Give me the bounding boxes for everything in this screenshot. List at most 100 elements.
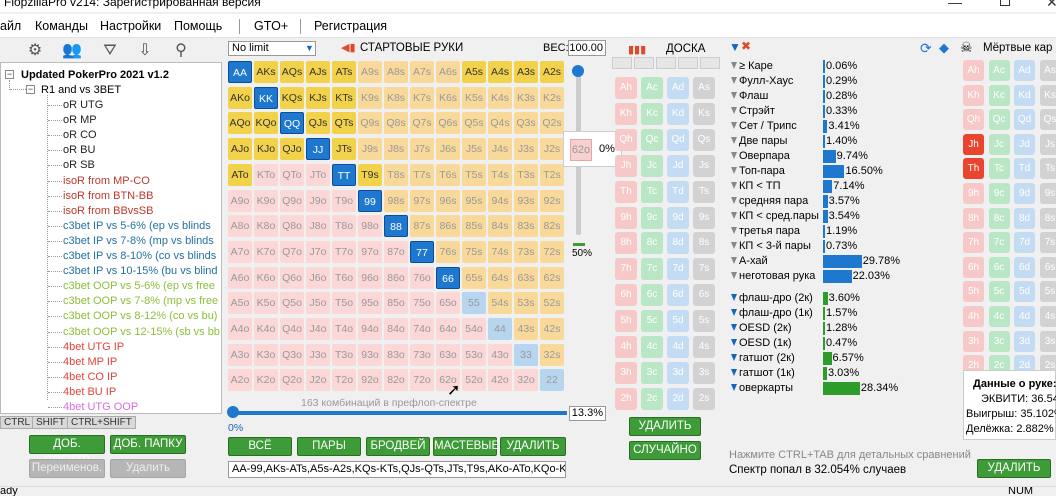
hand-cell[interactable]: A3o [228, 343, 252, 366]
hand-cell[interactable]: 32o [514, 369, 538, 392]
hand-cell[interactable]: Q9s [358, 112, 382, 135]
card[interactable]: 4d [667, 336, 689, 358]
card[interactable]: 5d [667, 310, 689, 333]
hand-cell[interactable]: 82s [540, 215, 564, 238]
card[interactable]: 4c [988, 306, 1010, 327]
hand-cell[interactable]: QTo [280, 163, 304, 186]
card[interactable]: 9d [1014, 183, 1035, 204]
card[interactable]: 7s [1039, 232, 1056, 254]
hand-cell[interactable]: 98o [358, 215, 382, 238]
card[interactable]: 8s [693, 232, 715, 255]
card[interactable]: 6d [667, 284, 689, 307]
card[interactable]: Td [1014, 158, 1035, 180]
card[interactable]: Jh [615, 154, 637, 177]
hand-cell[interactable]: J7s [410, 138, 434, 161]
hand-cell[interactable]: Q7s [410, 112, 434, 135]
hand-cell[interactable]: ATo [228, 163, 252, 186]
hand-cell[interactable]: 62o [436, 369, 460, 392]
hand-cell[interactable]: T6s [436, 163, 460, 186]
hand-cell[interactable]: 54o [462, 318, 486, 340]
collapse-icon[interactable]: − [5, 69, 14, 79]
hand-cell[interactable]: T4o [332, 318, 356, 340]
card[interactable]: Js [693, 154, 715, 177]
hand-cell[interactable]: J7o [306, 240, 330, 263]
filter-icon[interactable] [731, 339, 737, 346]
hand-cell[interactable]: A5o [228, 292, 252, 315]
hand-cell[interactable]: JJ [306, 138, 330, 161]
hand-cell[interactable]: A8s [384, 61, 408, 83]
hand-cell[interactable]: 33 [514, 343, 538, 366]
card[interactable]: 8c [988, 207, 1010, 229]
hand-cell[interactable]: KJo [254, 138, 278, 161]
card[interactable]: Qc [988, 109, 1010, 131]
card[interactable]: 2c [641, 387, 663, 410]
card[interactable]: Ts [693, 180, 715, 203]
hand-cell[interactable]: 84o [384, 318, 408, 340]
tree-item[interactable]: isoR from BBvsSB [63, 204, 154, 217]
hand-cell[interactable]: 97o [358, 240, 382, 263]
hand-cell[interactable]: QQ [280, 112, 304, 135]
hand-cell[interactable]: 92s [540, 189, 564, 212]
hand-cell[interactable]: 82o [384, 369, 408, 392]
hand-cell[interactable]: 85o [384, 292, 408, 315]
filter-icon[interactable]: ▼ [729, 40, 741, 54]
hand-cell[interactable]: J5o [306, 292, 330, 315]
filter-icon[interactable] [731, 242, 737, 249]
hand-cell[interactable]: ATs [332, 61, 356, 83]
hand-cell[interactable]: 65o [436, 292, 460, 315]
hand-cell[interactable]: K6o [254, 266, 278, 289]
hand-cell[interactable]: A6o [228, 266, 252, 289]
card[interactable]: 7s [693, 258, 715, 281]
hand-cell[interactable]: K3o [254, 343, 278, 366]
hand-cell[interactable]: 73o [410, 343, 434, 366]
hand-cell[interactable]: 44 [488, 318, 512, 340]
menu-registration[interactable]: Регистрация [314, 19, 388, 33]
info-icon[interactable]: ◆ [939, 40, 949, 55]
hand-cell[interactable]: 96o [358, 266, 382, 289]
card[interactable]: Jc [641, 154, 663, 177]
hand-cell[interactable]: 54s [488, 292, 512, 315]
card[interactable]: As [693, 77, 715, 99]
hand-cell[interactable]: J2s [540, 138, 564, 161]
hand-cell[interactable]: 65s [462, 266, 486, 289]
filter-icon[interactable] [731, 92, 737, 99]
hand-cell[interactable]: 74s [488, 240, 512, 263]
hand-cell[interactable]: T3s [514, 163, 538, 186]
minimize-icon[interactable]: — [948, 0, 962, 10]
hand-cell[interactable]: T2s [540, 163, 564, 186]
tree-item[interactable]: oR CO [63, 129, 97, 142]
hand-cell[interactable]: J2o [306, 369, 330, 392]
hand-cell[interactable]: 95o [358, 292, 382, 315]
hand-cell[interactable]: AJs [306, 61, 330, 83]
broadways-button[interactable]: БРОДВЕЙ [366, 437, 430, 456]
percent-slider-track[interactable] [230, 411, 567, 415]
maximize-icon[interactable] [1000, 0, 1010, 6]
card[interactable]: 2d [667, 387, 689, 410]
card[interactable]: Qh [963, 109, 984, 131]
import-icon[interactable]: ⇩ [138, 42, 152, 59]
tree-item[interactable]: oR SB [63, 159, 95, 172]
pairs-button[interactable]: ПАРЫ [297, 437, 361, 456]
board-deck[interactable]: Ah Ac Ad As Kh Kc Kd Ks Qh Qc Qd Qs Jh Jc Jd Js Th Tc Td Ts… [615, 77, 719, 413]
hand-cell[interactable]: K8o [254, 215, 278, 238]
hand-cell[interactable]: 98s [384, 189, 408, 212]
hand-cell[interactable]: 96s [436, 189, 460, 212]
hand-cell[interactable]: Q8o [280, 215, 304, 238]
clear-range-button[interactable]: УДАЛИТЬ [500, 437, 566, 456]
tree-item[interactable]: c3bet IP vs 8-10% (co vs blinds [63, 250, 217, 262]
filter-add-icon[interactable]: ⛛ [103, 42, 117, 59]
card[interactable]: 5s [1039, 281, 1056, 303]
card[interactable]: 6c [641, 284, 663, 307]
card[interactable]: Tc [641, 180, 663, 203]
card[interactable]: Ad [1014, 60, 1035, 81]
percent-slider-handle[interactable] [227, 406, 239, 418]
card[interactable]: 4s [693, 336, 715, 358]
hand-cell[interactable]: JTs [332, 138, 356, 161]
hand-cell[interactable]: J3s [514, 138, 538, 161]
delete-range-button[interactable]: Удалить [110, 459, 186, 478]
card[interactable]: Ks [693, 102, 715, 125]
card[interactable]: 3d [667, 361, 689, 384]
all-button[interactable]: ВСЁ [228, 437, 292, 456]
card[interactable]: 7c [641, 258, 663, 281]
card[interactable]: Td [667, 180, 689, 203]
